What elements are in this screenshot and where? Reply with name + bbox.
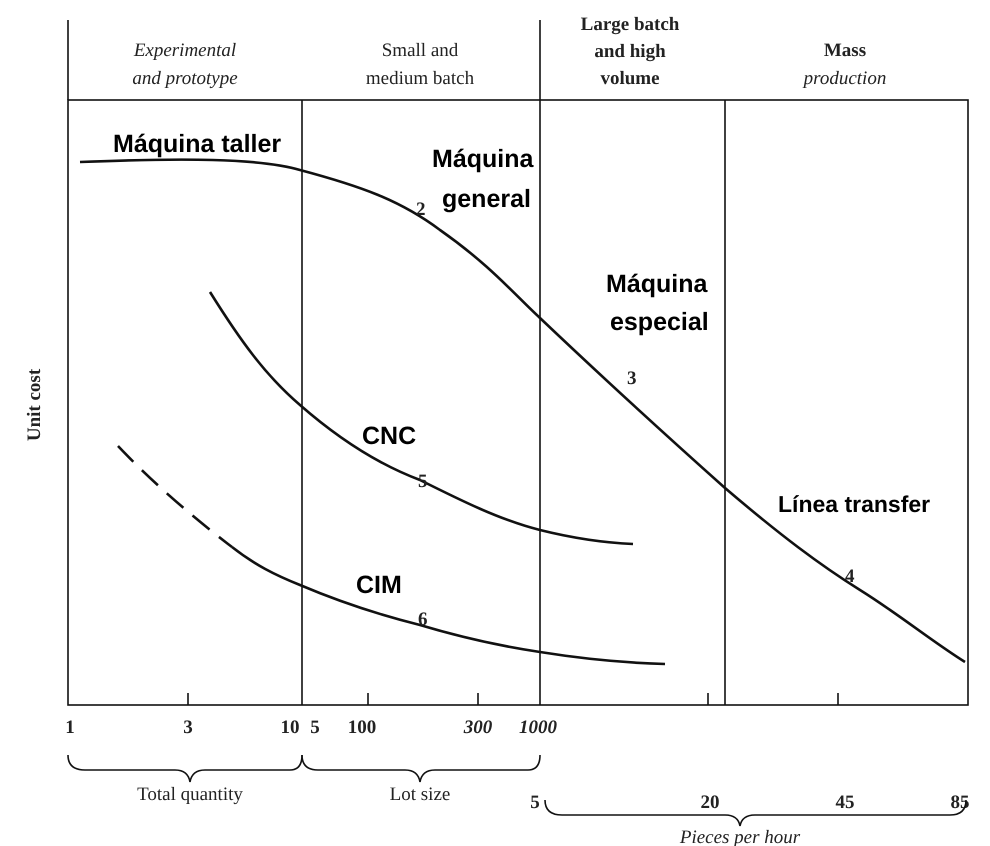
curve-number: 6 <box>418 609 428 630</box>
curve-machine <box>79 158 966 664</box>
brace-label: Pieces per hour <box>679 827 801 846</box>
curve-label: Máquina <box>432 145 534 173</box>
tick-label: 10 <box>281 717 300 738</box>
tick-label: 20 <box>701 792 720 813</box>
axis-label: Unit cost <box>24 368 45 441</box>
header: Experimental <box>133 40 236 61</box>
header: Mass <box>824 40 866 61</box>
header: and prototype <box>132 68 237 89</box>
tick-label: 1 <box>65 717 75 738</box>
plot-frame <box>67 99 969 706</box>
header: production <box>802 68 887 89</box>
curve-cim-dashed <box>117 445 233 549</box>
curve-label: especial <box>610 308 709 336</box>
curve-number: 5 <box>418 471 428 492</box>
curve-number: 2 <box>416 199 426 220</box>
header: volume <box>600 68 659 89</box>
header: Small and <box>382 40 459 61</box>
brace <box>67 754 303 783</box>
tick-label: 5 <box>310 717 320 738</box>
brace-label: Total quantity <box>137 784 243 805</box>
curve-label: Línea transfer <box>778 491 930 517</box>
brace-label: Lot size <box>390 784 451 805</box>
brace <box>301 754 541 783</box>
tick-label: 300 <box>463 717 493 738</box>
curve-number: 4 <box>845 566 855 587</box>
tick-label: 45 <box>836 792 855 813</box>
curve-label: Máquina taller <box>113 130 281 158</box>
curve-label: CIM <box>356 571 402 599</box>
tick-label: 5 <box>530 792 540 813</box>
tick-label: 100 <box>348 717 377 738</box>
curve-label: general <box>442 185 531 213</box>
header: Large batch <box>581 14 680 35</box>
header: medium batch <box>366 68 475 89</box>
curve-label: CNC <box>362 422 416 450</box>
curve-cim <box>231 545 666 666</box>
header: and high <box>594 41 666 62</box>
brace <box>544 799 967 827</box>
curve-cnc <box>208 291 634 546</box>
curve-label: Máquina <box>606 270 708 298</box>
curve-number: 3 <box>627 368 637 389</box>
tick-label: 1000 <box>519 717 558 738</box>
tick-label: 3 <box>183 717 193 738</box>
